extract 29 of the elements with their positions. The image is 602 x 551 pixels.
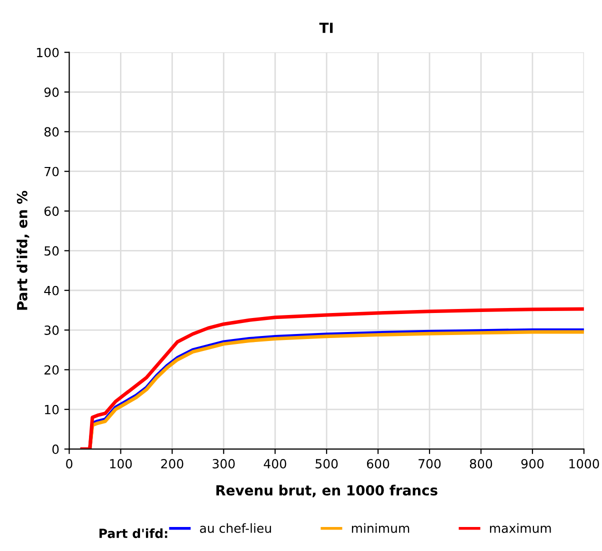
y-axis-title: Part d'ifd, en % [16,190,30,310]
chart-title: TI [319,22,333,33]
x-tick-label: 1000 [569,459,600,468]
y-tick-label: 0 [52,444,59,454]
y-tick-label: 80 [44,127,59,137]
legend-title: Part d'ifd: [100,528,168,538]
legend-label: au chef-lieu [200,523,271,533]
y-tick-label: 70 [44,166,59,176]
y-tick-label: 10 [44,404,59,414]
x-tick-label: 200 [161,459,184,468]
x-tick-label: 400 [264,459,286,468]
y-tick-label: 20 [44,365,59,375]
x-axis-title: Revenu brut, en 1000 francs [216,484,438,498]
x-tick-label: 800 [470,459,492,468]
legend-label: minimum [352,523,410,533]
y-tick-label: 30 [44,326,59,335]
y-tick-label: 90 [44,87,59,97]
y-tick-label: 60 [44,206,59,216]
y-tick-label: 100 [37,48,59,58]
x-tick-label: 600 [367,459,390,468]
x-tick-label: 700 [418,459,441,468]
y-tick-label: 50 [44,246,59,256]
x-tick-label: 300 [212,459,235,468]
y-tick-label: 40 [44,286,59,296]
x-tick-label: 500 [316,459,338,468]
x-tick-label: 100 [110,459,132,468]
x-tick-label: 0 [66,459,72,468]
legend-label: maximum [490,523,551,533]
x-tick-label: 900 [521,459,544,468]
